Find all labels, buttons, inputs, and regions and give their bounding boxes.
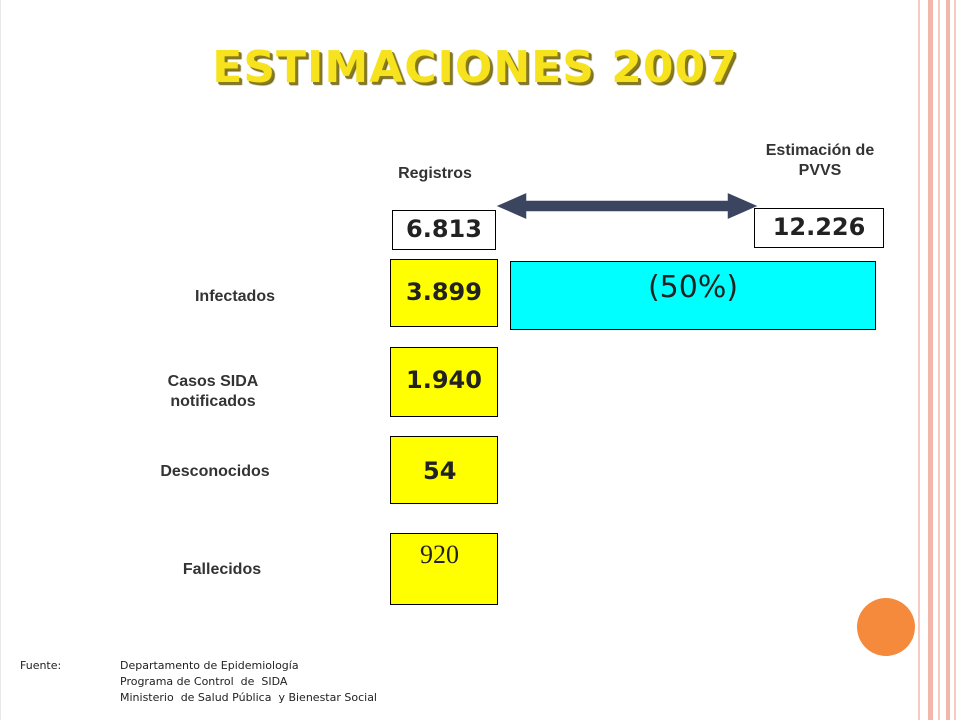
right-frame-stripe	[918, 0, 920, 720]
slide-title: ESTIMACIONES 2007	[212, 42, 738, 93]
row-label-infectados: Infectados	[150, 287, 320, 307]
row-label-desconocidos: Desconocidos	[130, 462, 300, 482]
footer-lines: Departamento de Epidemiología Programa d…	[120, 658, 377, 706]
right-frame-stripe	[946, 0, 950, 720]
row-label-casos-sida: Casos SIDA notificados	[128, 372, 298, 412]
value-box-infectados: 3.899	[390, 259, 498, 327]
percentage-box: (50%)	[510, 261, 876, 330]
estimacion-header-line1: Estimación de	[765, 142, 875, 159]
decorative-circle	[857, 598, 915, 656]
estimacion-header: Estimación de PVVS	[735, 141, 905, 181]
footer-line: Ministerio de Salud Pública y Bienestar …	[120, 691, 377, 704]
footer-line: Departamento de Epidemiología	[120, 659, 299, 672]
percentage-text: (50%)	[647, 270, 739, 305]
value-box-fallecidos: 920	[390, 533, 498, 605]
estimacion-header-line2: PVVS	[798, 162, 842, 179]
right-frame-stripe	[938, 0, 940, 720]
double-headed-arrow-icon	[493, 190, 761, 222]
estimacion-total-box: 12.226	[754, 208, 884, 248]
row-label-text: notificados	[170, 393, 256, 410]
row-label-text: Desconocidos	[160, 463, 270, 480]
value-text: 54	[423, 457, 457, 485]
row-label-text: Casos SIDA	[167, 373, 259, 390]
row-label-text: Fallecidos	[182, 561, 262, 578]
registros-header: Registros	[398, 165, 472, 182]
value-box-desconocidos: 54	[390, 436, 498, 504]
footer-line: Programa de Control de SIDA	[120, 675, 288, 688]
right-frame-stripe	[954, 0, 956, 720]
right-frame-stripe	[928, 0, 933, 720]
footer-label: Fuente:	[20, 659, 62, 672]
value-text: 920	[420, 540, 459, 569]
value-text: 3.899	[406, 278, 482, 306]
value-box-casos-sida: 1.940	[390, 347, 498, 417]
row-label-text: Infectados	[194, 288, 275, 305]
value-text: 1.940	[406, 366, 482, 394]
registros-total-box: 6.813	[392, 210, 496, 250]
left-border-line	[0, 0, 1, 720]
row-label-fallecidos: Fallecidos	[137, 560, 307, 580]
